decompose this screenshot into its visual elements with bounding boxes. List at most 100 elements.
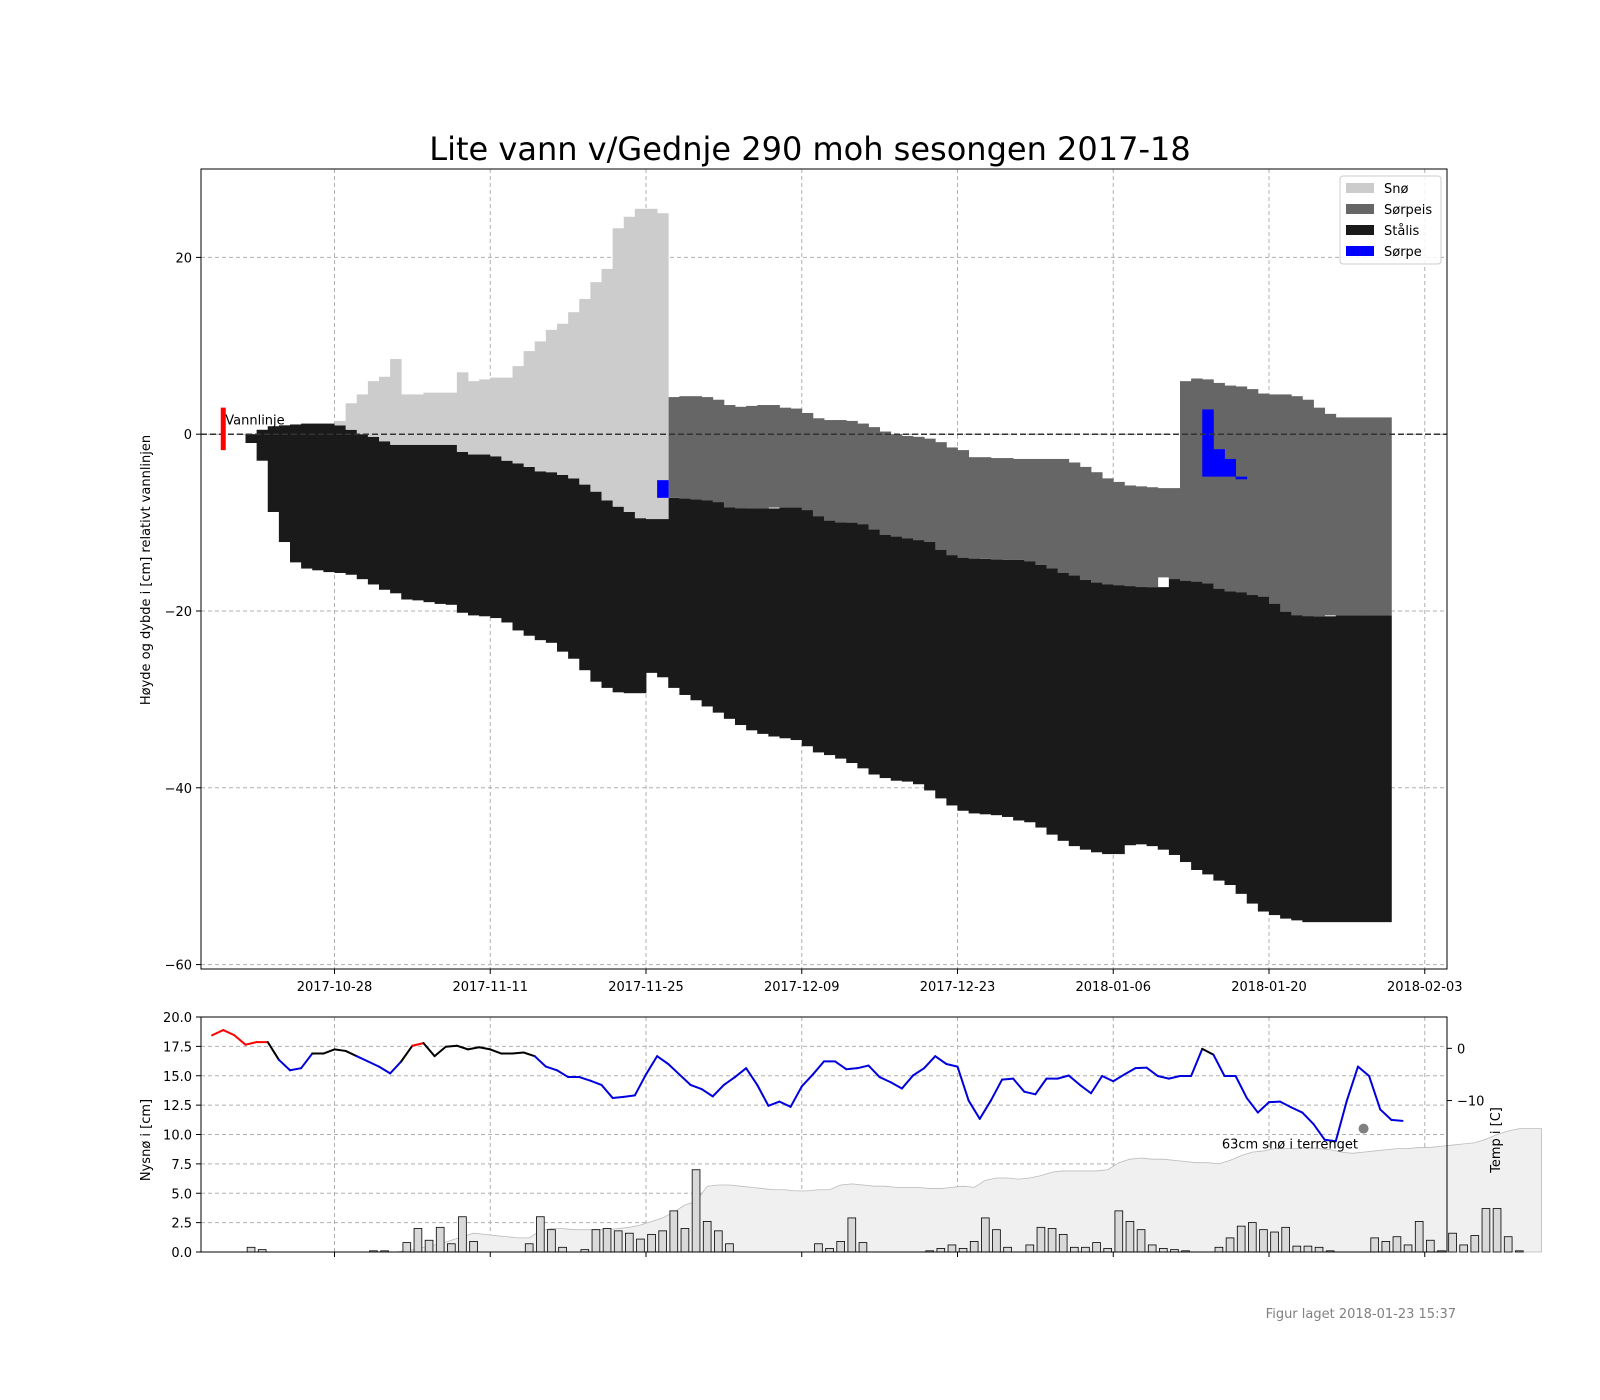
stalis-bar [768,508,780,737]
sorpeis-bar [1302,399,1314,617]
new-snow-bar [613,1230,623,1253]
temperature-segment [756,1083,770,1107]
sorpeis-bar [868,427,881,530]
main-y-tick-label: −20 [165,605,192,620]
sub-y-tick-label: 15.0 [163,1070,192,1085]
legend-swatch-sorpe [1346,246,1374,256]
temperature-segment [1001,1077,1015,1081]
new-snow-bar [1314,1246,1324,1253]
sorpeis-bar [768,405,780,508]
sno-bar [345,403,358,430]
sorpeis-bar [924,438,936,543]
temperature-segment [811,1060,825,1076]
terrain-snow-annotation: 63cm snø i terrenget [1222,1138,1358,1153]
stalis-bar [1035,561,1047,828]
stalis-bar [490,456,502,619]
sorpeis-bar [1146,487,1159,588]
new-snow-bar [1047,1228,1057,1253]
stalis-bar [790,507,803,741]
temperature-segment [611,1095,625,1099]
temperature-segment [522,1051,536,1058]
sorpeis-bar [712,399,725,503]
main-x-tick-label: 2018-01-06 [1075,980,1151,995]
new-snow-bar [1125,1221,1135,1253]
stalis-bar [846,522,858,764]
new-snow-bar [691,1169,701,1253]
new-snow-bar [1492,1208,1502,1253]
sorpeis-bar [1113,481,1125,586]
stalis-bar [245,434,258,444]
temperature-segment [244,1041,258,1046]
stalis-bar [679,497,691,695]
new-snow-bar [458,1216,467,1253]
sorpe-bar [1235,476,1248,480]
main-x-tick-label: 2017-12-09 [764,980,840,995]
sno-bar [534,341,547,472]
temperature-segment [1312,1123,1326,1141]
stalis-bar [1079,575,1092,850]
sorpeis-bar [1291,396,1303,616]
sorpeis-bar [1013,458,1025,560]
sno-bar [634,208,647,519]
sorpeis-bar [746,405,758,509]
new-snow-bar [1403,1244,1413,1253]
stalis-bar [1102,582,1114,855]
temperature-segment [1357,1065,1371,1078]
sub-y-tick-label: 0.0 [171,1246,192,1261]
new-snow-bar [725,1243,734,1253]
temperature-segment [923,1055,937,1070]
sorpeis-bar [901,435,914,539]
new-snow-bar [1292,1245,1302,1253]
stalis-bar [879,529,892,779]
stalis-bar [1291,611,1303,921]
new-snow-bar [1003,1246,1012,1253]
sorpeis-bar [990,458,1003,560]
sorpeis-bar [1180,381,1192,581]
stalis-bar [1146,587,1159,847]
temperature-segment [1112,1073,1126,1083]
stalis-bar [334,425,347,573]
stalis-bar [712,500,725,713]
main-y-axis-label: Høyde og dybde i [cm] relativt vannlinje… [139,435,154,705]
temperature-segment [1012,1077,1026,1093]
stalis-bar [1380,615,1392,923]
temperature-segment [1023,1090,1037,1096]
temperature-segment [700,1088,714,1098]
sorpeis-bar [1046,458,1059,569]
new-snow-bar [636,1238,645,1253]
sno-bar [523,351,536,467]
sorpeis-bar [1235,386,1248,593]
stalis-bar [812,510,825,753]
temperature-segment [633,1073,647,1097]
legend-label-sorpeis: Sørpeis [1384,203,1432,218]
sno-bar [512,366,525,464]
stalis-bar [1335,615,1348,923]
sorpeis-bar [824,420,836,521]
sno-bar [334,420,347,426]
sorpeis-bar [879,431,892,535]
sno-bar [367,381,380,437]
stalis-bar [290,424,302,563]
sub-plot-frame [200,1016,1448,1253]
legend-swatch-sorpeis [1346,204,1374,214]
new-snow-bar [1070,1246,1079,1253]
sorpeis-bar [935,442,947,550]
sorpeis-bar [979,457,992,559]
temperature-segment [289,1067,303,1072]
stalis-bar [757,508,769,734]
sno-bar [401,394,413,445]
sorpeis-bar [1057,458,1070,573]
temperature-segment [266,1041,280,1061]
new-snow-bar [1470,1235,1480,1253]
stalis-bar [423,444,436,603]
temperature-segment [400,1044,414,1063]
sub-y-tick-label: 20.0 [163,1011,192,1026]
stalis-bar [1046,565,1059,835]
stalis-bar [1346,615,1359,923]
sorpeis-bar [846,420,858,523]
stalis-bar [1257,595,1270,912]
stalis-bar [779,507,792,739]
sorpeis-bar [1091,472,1103,583]
